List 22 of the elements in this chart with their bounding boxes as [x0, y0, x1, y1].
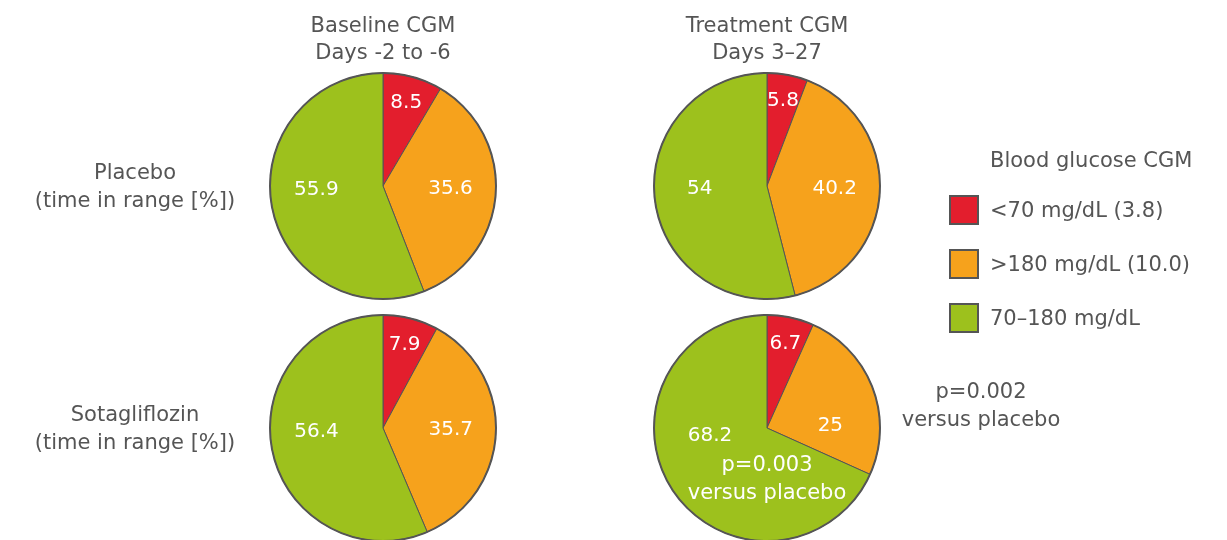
- text: p=0.003 versus placebo: [687, 452, 847, 504]
- data-label: 35.7: [428, 416, 473, 441]
- data-label: 68.2: [687, 421, 733, 446]
- chart-title: Baseline CGM Days -2 to -6: [310, 13, 456, 64]
- text: Sotagliflozin (time in range [%]): [34, 402, 236, 454]
- data-label: 54: [687, 175, 713, 200]
- data-label: 8.5: [390, 88, 423, 113]
- data-label: 6.7: [769, 329, 802, 354]
- chart-title: Treatment CGM Days 3–27: [684, 13, 849, 64]
- legend-title: Blood glucose CGM: [990, 148, 1193, 172]
- text: Placebo (time in range [%]): [34, 160, 236, 212]
- data-label: 5.8: [767, 87, 799, 112]
- data-label: 7.9: [388, 330, 421, 355]
- data-label: 40.2: [812, 174, 857, 199]
- legend-label: 70–180 mg/dL: [990, 306, 1141, 330]
- legend-label: >180 mg/dL (10.0): [990, 252, 1191, 276]
- legend-label: <70 mg/dL (3.8): [990, 198, 1164, 222]
- data-label: 55.9: [294, 175, 339, 200]
- data-label: 56.4: [294, 418, 339, 443]
- data-label: 35.6: [428, 174, 473, 199]
- text: p=0.002 versus placebo: [901, 379, 1061, 431]
- data-label: 25: [817, 412, 844, 437]
